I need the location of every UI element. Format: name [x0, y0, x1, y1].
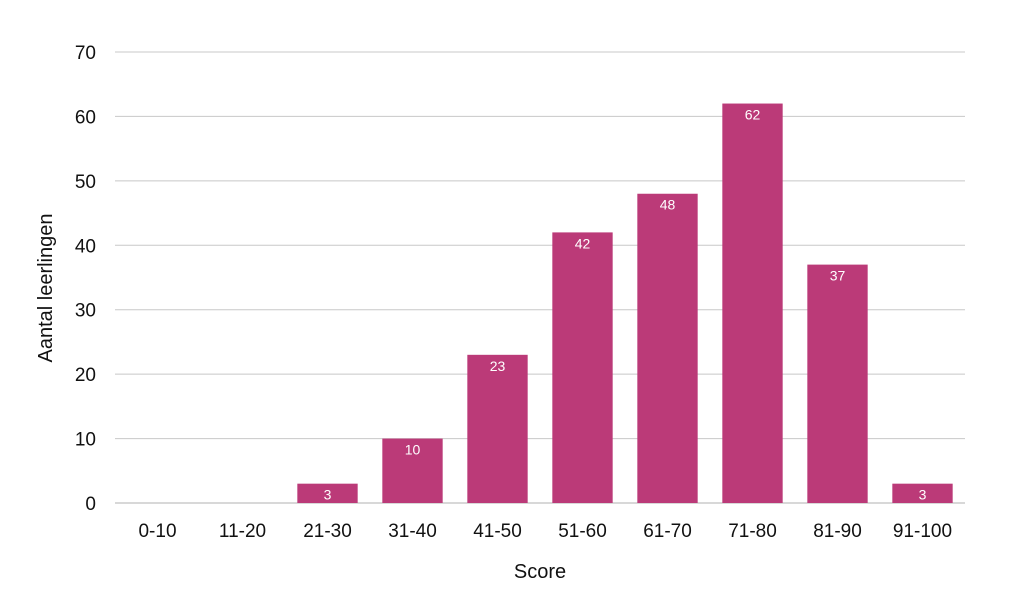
y-tick-label: 10: [75, 430, 96, 451]
x-tick-label: 0-10: [138, 521, 176, 542]
bars: [297, 103, 953, 504]
x-tick-label: 61-70: [643, 521, 692, 542]
bar: [552, 232, 613, 503]
x-tick-label: 31-40: [388, 521, 437, 542]
bar: [807, 264, 868, 503]
bar: [637, 193, 698, 503]
data-label: 42: [575, 235, 591, 251]
data-label: 23: [490, 358, 506, 374]
y-tick-label: 20: [75, 365, 96, 386]
data-labels: 3 10 23 42 48 62 37 3: [324, 107, 927, 503]
x-tick-label: 71-80: [728, 521, 777, 542]
bar: [297, 483, 358, 503]
y-tick-label: 60: [75, 107, 96, 128]
data-label: 10: [405, 442, 421, 458]
y-tick-label: 50: [75, 172, 96, 193]
bar: [467, 354, 528, 503]
y-tick-labels: 0 10 20 30 40 50 60 70: [75, 43, 96, 515]
bar: [892, 483, 953, 503]
data-label: 62: [745, 107, 761, 123]
y-tick-label: 40: [75, 236, 96, 257]
bar: [722, 103, 783, 504]
x-tick-label: 21-30: [303, 521, 352, 542]
x-tick-labels: 0-10 11-20 21-30 31-40 41-50 51-60 61-70 71-80 8…: [138, 521, 952, 542]
bar: [382, 438, 443, 503]
x-tick-label: 91-100: [893, 521, 952, 542]
y-tick-label: 30: [75, 301, 96, 322]
x-axis-title: Score: [514, 561, 566, 583]
y-tick-label: 70: [75, 43, 96, 64]
data-label: 48: [660, 197, 676, 213]
y-tick-label: 0: [85, 494, 96, 515]
grid-lines: [115, 51, 965, 504]
x-tick-label: 81-90: [813, 521, 862, 542]
x-tick-label: 41-50: [473, 521, 522, 542]
x-tick-label: 11-20: [219, 521, 266, 542]
data-label: 37: [830, 268, 846, 284]
x-tick-label: 51-60: [558, 521, 607, 542]
data-label: 3: [919, 487, 927, 503]
y-axis-title: Aantal leerlingen: [35, 214, 57, 363]
data-label: 3: [324, 487, 332, 503]
